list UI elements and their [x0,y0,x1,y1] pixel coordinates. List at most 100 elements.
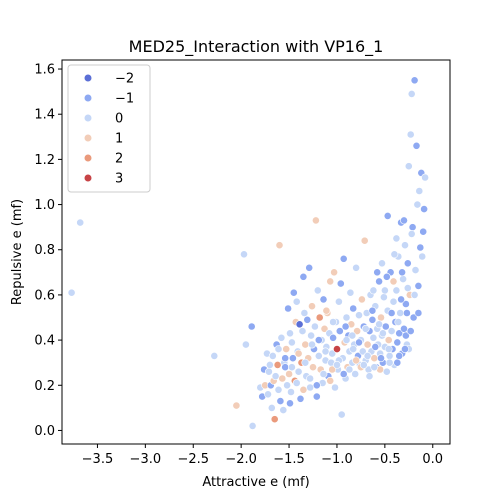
data-point [402,309,411,317]
x-tick-label: −3.0 [130,452,162,467]
legend-label: 0 [115,112,123,127]
data-point [329,318,337,326]
data-point [419,227,428,236]
x-tick-label: −2.5 [177,452,209,467]
data-point [295,320,304,329]
data-point [368,315,377,324]
legend-label: 1 [115,132,123,147]
y-tick-label: 0.2 [34,379,55,394]
data-point [400,324,408,333]
data-point [413,200,422,209]
y-tick-label: 0.8 [34,243,55,258]
data-point [311,216,320,225]
data-point [287,388,295,396]
data-point [320,324,329,333]
data-point [286,399,294,408]
data-point [411,266,420,274]
data-point [414,281,423,290]
data-point [292,297,301,306]
data-point [369,286,378,295]
data-point [265,360,274,369]
data-point [308,340,316,349]
data-point [274,345,283,353]
data-point [328,365,337,374]
data-point [410,290,419,299]
x-tick-label: −2.0 [225,452,257,467]
points-layer [67,76,429,430]
legend-marker [83,133,93,143]
data-point [379,293,388,302]
data-point [387,309,396,317]
data-point [335,327,344,335]
data-point [414,309,423,317]
data-point [342,313,351,322]
data-point [76,218,85,227]
legend-marker [83,73,93,83]
data-point [357,295,366,304]
y-tick-label: 1.4 [34,108,55,123]
data-point [270,415,279,424]
data-point [296,394,305,403]
data-point [310,322,319,331]
data-point [416,243,425,252]
data-point [276,397,285,405]
data-point [283,381,291,390]
x-tick-label: −0.5 [369,452,401,467]
data-point [353,327,361,335]
data-point [342,336,351,344]
data-point [289,288,298,297]
data-point [248,421,257,430]
data-point [329,333,337,342]
data-point [298,327,307,335]
data-point [264,390,272,399]
y-tick-label: 0.0 [34,424,55,439]
data-point [288,354,297,363]
data-point [349,345,358,353]
data-point [401,331,410,340]
data-point [292,379,301,387]
data-point [412,141,421,150]
data-point [345,365,354,374]
data-point [330,268,338,277]
data-point [315,313,324,322]
plot-frame [61,59,451,445]
legend-marker [83,93,93,103]
data-point [240,250,248,259]
data-point [399,275,407,283]
legend: −2 −1 0 1 2 3 [67,64,151,193]
legend-marker [83,153,93,163]
x-tick-label: −1.5 [273,452,305,467]
data-point [321,347,330,356]
data-point [401,345,409,353]
data-point [274,385,283,394]
data-point [393,338,402,347]
data-point [403,259,412,268]
x-tick-label: 0.0 [422,452,443,467]
data-point [241,340,250,349]
data-point [410,76,419,85]
data-point [373,268,382,277]
data-point [346,288,355,297]
data-point [406,327,415,335]
data-point [382,367,391,376]
data-point [369,333,378,342]
data-point [360,236,369,245]
data-point [395,351,404,360]
data-point [377,313,385,322]
data-point [365,372,374,381]
data-point [339,370,348,378]
data-point [309,363,317,372]
data-point [334,297,343,306]
data-point [319,370,328,378]
legend-box [67,64,151,193]
data-point [287,338,296,347]
data-point [299,385,308,394]
legend-label: 2 [115,152,123,167]
data-point [278,374,287,383]
data-point [285,370,293,378]
data-point [312,392,321,401]
data-point [264,367,273,376]
y-axis-label: Repulsive e (mf) [10,199,25,305]
data-point [418,252,427,261]
data-point [299,272,308,281]
